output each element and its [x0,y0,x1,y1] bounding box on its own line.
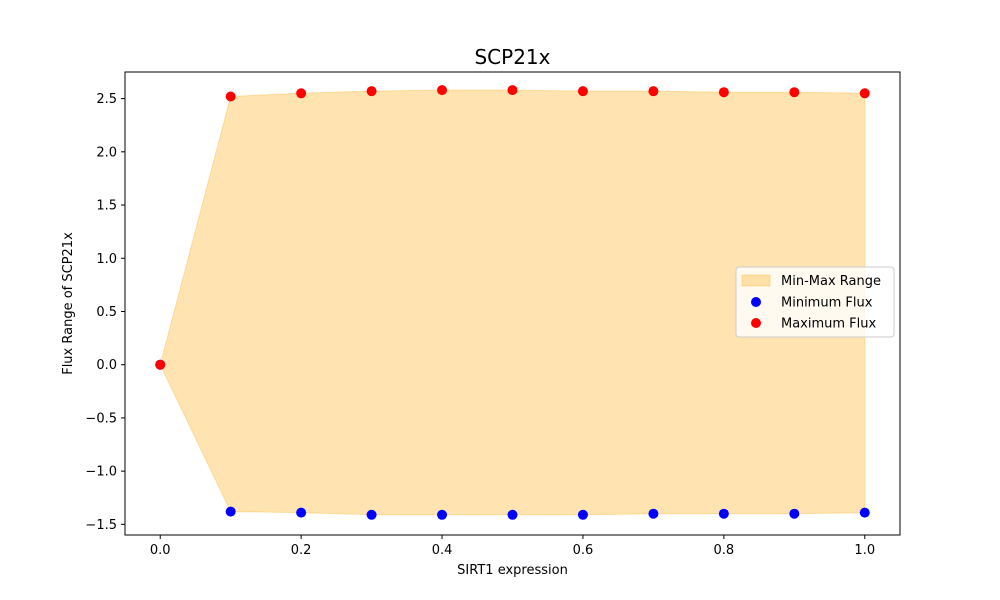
maximum-flux-point [859,88,870,99]
x-tick-label: 0.4 [432,543,453,558]
chart-title: SCP21x [474,45,550,69]
maximum-flux-point [437,85,448,96]
y-tick-label: 0.0 [96,358,117,373]
minimum-flux-point [648,508,659,519]
legend-frame [735,266,895,338]
x-axis: 0.0 0.2 0.4 0.6 0.8 1.0 [150,535,875,558]
x-tick-label: 0.0 [150,543,171,558]
legend: Min-Max Range Minimum Flux Maximum Flux [735,266,895,338]
x-tick-label: 0.8 [714,543,735,558]
maximum-flux-point [789,87,800,98]
legend-label-min: Minimum Flux [781,296,873,311]
minimum-flux-point [789,508,800,519]
minimum-flux-point [577,509,588,520]
legend-swatch-range [741,274,771,287]
legend-marker-max [751,318,761,328]
x-tick-label: 1.0 [854,543,875,558]
maximum-flux-point [648,86,659,97]
y-tick-label: −1.5 [85,518,117,533]
y-tick-label: 2.5 [96,92,117,107]
x-tick-label: 0.2 [291,543,312,558]
x-tick-label: 0.6 [573,543,594,558]
maximum-flux-point [577,86,588,97]
maximum-flux-point [225,91,236,102]
x-axis-label: SIRT1 expression [457,563,568,578]
maximum-flux-point [296,88,307,99]
legend-label-range: Min-Max Range [781,274,881,289]
y-axis-label: Flux Range of SCP21x [61,232,76,375]
y-tick-label: −0.5 [85,411,117,426]
minimum-flux-point [366,509,377,520]
maximum-flux-point [507,85,518,96]
minimum-flux-point [296,507,307,518]
minimum-flux-point [718,508,729,519]
y-tick-label: 1.0 [96,252,117,267]
minimum-flux-point [859,507,870,518]
y-tick-label: 0.5 [96,305,117,320]
maximum-flux-point [718,87,729,98]
y-tick-label: −1.0 [85,465,117,480]
minimum-flux-point [225,506,236,517]
y-tick-label: 1.5 [96,199,117,214]
y-axis: −1.5 −1.0 −0.5 0.0 0.5 1.0 1.5 2.0 2.5 [85,92,125,533]
minimum-flux-point [437,509,448,520]
maximum-flux-point [155,359,166,370]
legend-marker-min [751,297,761,307]
axes-frame [124,71,901,536]
maximum-flux-point [366,86,377,97]
minimum-flux-point [507,509,518,520]
y-tick-label: 2.0 [96,145,117,160]
legend-label-max: Maximum Flux [781,317,877,332]
